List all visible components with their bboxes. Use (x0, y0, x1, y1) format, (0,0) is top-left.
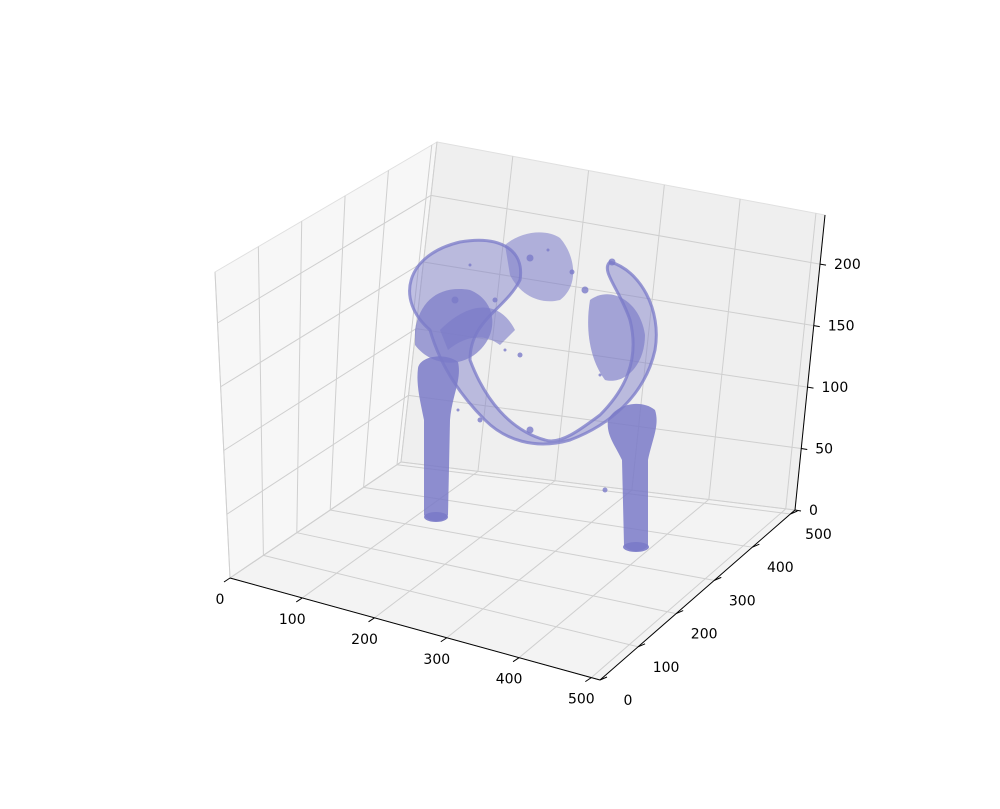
right-femur (607, 403, 657, 551)
grid-line-x (446, 489, 633, 639)
bone-fragment (456, 408, 460, 412)
z-tick-mark (807, 386, 814, 389)
bone-fragment (517, 352, 523, 358)
x-tick-label: 500 (568, 692, 595, 708)
grid-line-y (330, 509, 715, 581)
grid-line-z-left (217, 194, 432, 324)
bone-fragment (602, 487, 608, 493)
y-tick-label: 500 (805, 527, 832, 543)
y-tick-mark (790, 510, 798, 515)
y-tick-label: 0 (624, 693, 633, 709)
grid-line-y (263, 554, 639, 648)
grid-line-y (296, 532, 677, 615)
x-tick-mark (295, 597, 303, 603)
y-tick-label: 200 (691, 627, 718, 643)
z-tick-label: 100 (822, 380, 849, 396)
bone-fragment (608, 258, 616, 266)
z-tick-label: 150 (828, 319, 855, 335)
z-tick-mark (801, 448, 808, 451)
left-femur (417, 356, 459, 521)
x-axis-ticks: 0 100 200 300 400 500 (216, 577, 595, 708)
grid-line-z-left (223, 328, 417, 451)
y-tick-mark (714, 576, 722, 581)
grid-line-z (400, 461, 796, 511)
grid-line-z-left (226, 394, 409, 515)
x-tick-label: 0 (216, 592, 225, 608)
grid-line-z (430, 194, 821, 265)
bone-surface (408, 232, 658, 552)
x-tick-label: 200 (351, 632, 378, 648)
y-tick-mark (752, 543, 760, 548)
grid-line-z-left (229, 461, 402, 579)
y-axis-line (599, 509, 796, 681)
bone-fragment (477, 417, 483, 423)
pubic-band (440, 307, 515, 350)
x-tick-mark (223, 577, 231, 583)
x-tick-mark (368, 617, 375, 623)
left-femur-end (424, 512, 448, 522)
z-tick-mark (813, 325, 820, 328)
bone-fragment (569, 269, 575, 275)
bone-fragment (581, 286, 589, 294)
x-tick-label: 100 (279, 612, 306, 628)
bone-fragment (451, 296, 459, 304)
bone-fragment (468, 263, 472, 267)
bone-fragment (503, 348, 507, 352)
right-femur-end (623, 542, 649, 552)
x-tick-mark (440, 637, 448, 643)
grid-line-x (374, 480, 556, 619)
z-tick-label: 200 (834, 257, 861, 273)
z-tick-label: 0 (809, 503, 818, 519)
y-tick-mark (599, 676, 608, 681)
z-tick-label: 50 (815, 442, 833, 458)
x-axis-line (229, 577, 601, 681)
x-tick-mark (512, 657, 520, 663)
bone-fragment (598, 373, 602, 377)
bone-fragment (546, 248, 550, 252)
grid-line-x (301, 470, 479, 599)
x-tick-mark (585, 677, 592, 683)
y-tick-mark (637, 643, 646, 648)
x-tick-label: 300 (423, 652, 450, 668)
bone-fragment (526, 426, 534, 434)
right-ilium-mass (588, 294, 645, 381)
z-tick-mark (819, 263, 827, 266)
grid-line-z-left (220, 261, 424, 388)
grid-line-x (591, 508, 787, 678)
y-tick-label: 400 (767, 560, 794, 576)
y-tick-mark (675, 610, 684, 615)
bone-fragment (526, 254, 534, 262)
y-axis-ticks: 0 100 200 300 400 500 (599, 510, 832, 709)
y-tick-label: 300 (729, 593, 756, 609)
sacrum (505, 232, 574, 302)
bone-fragment (492, 297, 498, 303)
x-tick-label: 400 (496, 672, 523, 688)
grid-line-y (396, 464, 791, 515)
grid-line-x (518, 499, 710, 659)
z-axis-ticks: 0 50 100 150 200 (794, 257, 861, 519)
y-tick-label: 100 (653, 660, 680, 676)
z-tick-mark (794, 509, 802, 512)
